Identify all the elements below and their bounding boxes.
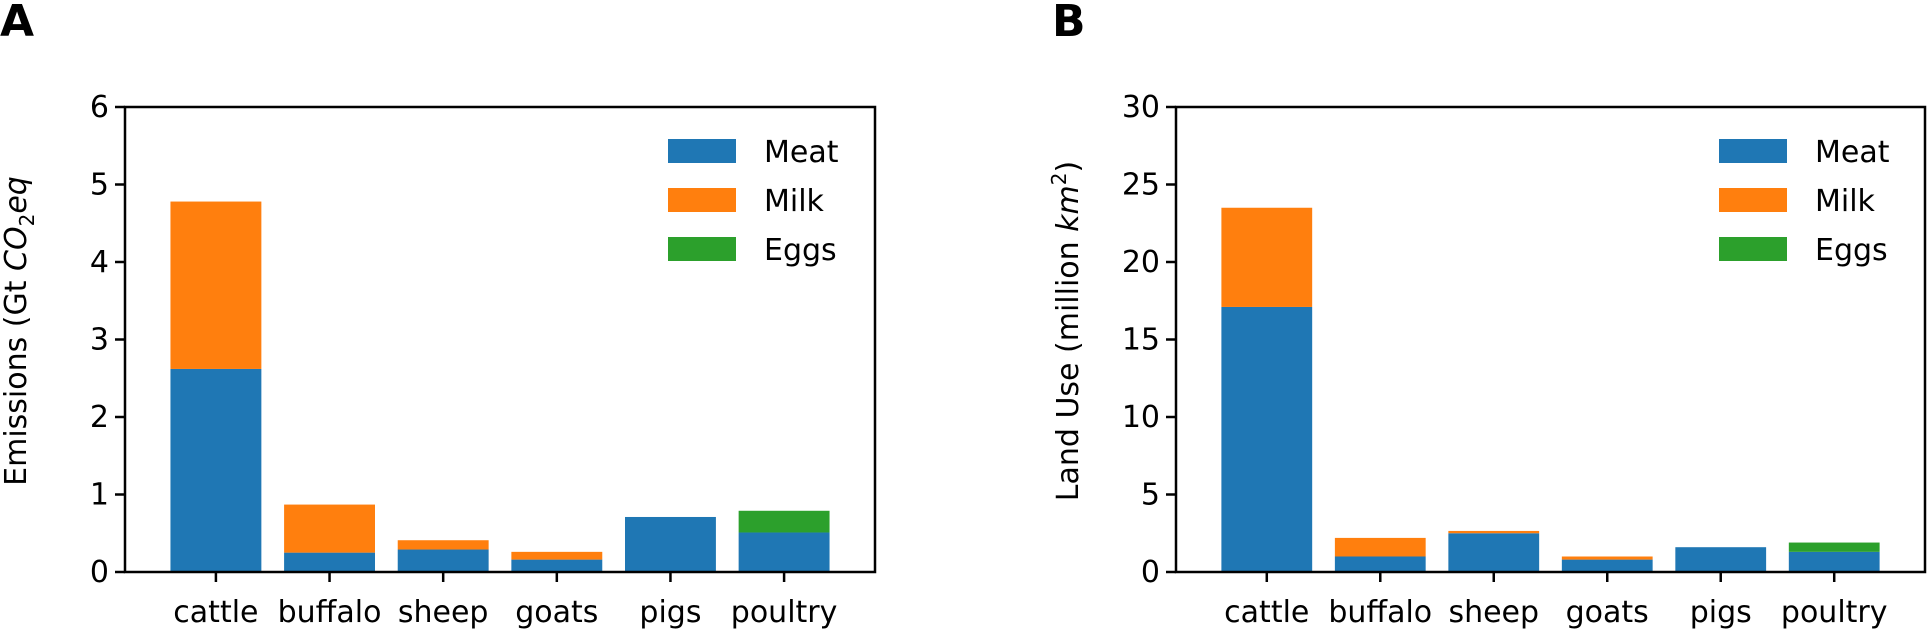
bar-buffalo-meat bbox=[1334, 556, 1426, 572]
legend-a: Meat Milk Eggs bbox=[668, 135, 839, 268]
panel-letter-a: A bbox=[0, 0, 34, 47]
bar-cattle-meat bbox=[1221, 306, 1313, 572]
x-tick-label-pigs: pigs bbox=[1690, 595, 1752, 630]
bar-pigs-meat bbox=[1675, 547, 1767, 572]
x-tick-label-poultry: poultry bbox=[1781, 595, 1888, 630]
legend-label-milk: Milk bbox=[764, 184, 825, 219]
legend-label-eggs: Eggs bbox=[764, 233, 837, 268]
x-tick-label-cattle: cattle bbox=[1224, 595, 1309, 630]
legend-label-milk: Milk bbox=[1815, 184, 1876, 219]
legend-label-meat: Meat bbox=[764, 135, 839, 170]
x-tick-label-cattle: cattle bbox=[173, 595, 258, 630]
chart-panel-a: A Emissions (Gt CO2eq 0 1 2 3 4 5 6 cattle buff… bbox=[0, 0, 877, 630]
legend-swatch-eggs bbox=[668, 237, 736, 261]
x-tick-label-goats: goats bbox=[1566, 595, 1649, 630]
bar-goats-meat bbox=[1561, 559, 1653, 572]
y-tick-label: 5 bbox=[90, 168, 109, 203]
bars-b bbox=[1221, 207, 1880, 572]
y-ticks-a: 0 1 2 3 4 5 6 bbox=[90, 90, 125, 590]
y-ticks-b: 0 5 10 15 20 25 30 bbox=[1122, 90, 1176, 590]
x-tick-label-sheep: sheep bbox=[1448, 595, 1539, 630]
bar-cattle-milk bbox=[1221, 207, 1313, 307]
y-axis-label-b: Land Use (million km2) bbox=[1047, 161, 1086, 502]
bar-sheep-milk bbox=[397, 540, 489, 550]
y-tick-label: 6 bbox=[90, 90, 109, 125]
plot-frame-a bbox=[123, 105, 877, 574]
legend-b: Meat Milk Eggs bbox=[1719, 135, 1890, 268]
bar-poultry-eggs bbox=[738, 510, 830, 533]
bar-poultry-meat bbox=[738, 532, 830, 572]
bar-buffalo-milk bbox=[1334, 537, 1426, 557]
y-tick-label: 30 bbox=[1122, 90, 1160, 125]
bar-goats-meat bbox=[511, 559, 603, 572]
plot-frame-b bbox=[1174, 105, 1927, 574]
x-tick-label-poultry: poultry bbox=[731, 595, 838, 630]
y-tick-label: 25 bbox=[1122, 168, 1160, 203]
x-tick-label-buffalo: buffalo bbox=[1328, 595, 1432, 630]
x-tick-label-goats: goats bbox=[515, 595, 598, 630]
bar-poultry-eggs bbox=[1788, 542, 1880, 552]
y-tick-label: 1 bbox=[90, 478, 109, 513]
y-tick-label: 5 bbox=[1141, 478, 1160, 513]
legend-swatch-milk bbox=[668, 188, 736, 212]
y-tick-label: 4 bbox=[90, 245, 109, 280]
bar-buffalo-milk bbox=[284, 504, 375, 553]
bar-pigs-meat bbox=[625, 516, 716, 572]
x-ticks-a: cattle buffalo sheep goats pigs poultry bbox=[173, 572, 837, 630]
bar-sheep-milk bbox=[1448, 530, 1540, 534]
y-tick-label: 15 bbox=[1122, 323, 1160, 358]
bar-cattle-meat bbox=[170, 368, 262, 572]
bar-sheep-meat bbox=[1448, 533, 1540, 572]
x-tick-label-buffalo: buffalo bbox=[278, 595, 382, 630]
x-ticks-b: cattle buffalo sheep goats pigs poultry bbox=[1224, 572, 1888, 630]
y-tick-label: 2 bbox=[90, 400, 109, 435]
legend-swatch-milk bbox=[1719, 188, 1787, 212]
bar-goats-milk bbox=[1561, 556, 1653, 560]
legend-swatch-eggs bbox=[1719, 237, 1787, 261]
y-tick-label: 0 bbox=[1141, 555, 1160, 590]
bar-cattle-milk bbox=[170, 201, 262, 369]
panel-letter-b: B bbox=[1052, 0, 1086, 47]
x-tick-label-sheep: sheep bbox=[398, 595, 489, 630]
x-tick-label-pigs: pigs bbox=[639, 595, 701, 630]
bar-buffalo-meat bbox=[284, 552, 375, 572]
bars-a bbox=[170, 201, 830, 572]
chart-panel-b: B Land Use (million km2) 0 5 10 15 20 25 30 ca… bbox=[1047, 0, 1927, 630]
bar-poultry-meat bbox=[1788, 551, 1880, 572]
bar-goats-milk bbox=[511, 551, 603, 560]
y-tick-label: 20 bbox=[1122, 245, 1160, 280]
legend-label-meat: Meat bbox=[1815, 135, 1890, 170]
legend-label-eggs: Eggs bbox=[1815, 233, 1888, 268]
legend-swatch-meat bbox=[668, 139, 736, 163]
y-axis-label-a: Emissions (Gt CO2eq bbox=[0, 176, 39, 486]
legend-swatch-meat bbox=[1719, 139, 1787, 163]
y-tick-label: 10 bbox=[1122, 400, 1160, 435]
bar-sheep-meat bbox=[397, 549, 489, 572]
y-tick-label: 0 bbox=[90, 555, 109, 590]
y-tick-label: 3 bbox=[90, 323, 109, 358]
